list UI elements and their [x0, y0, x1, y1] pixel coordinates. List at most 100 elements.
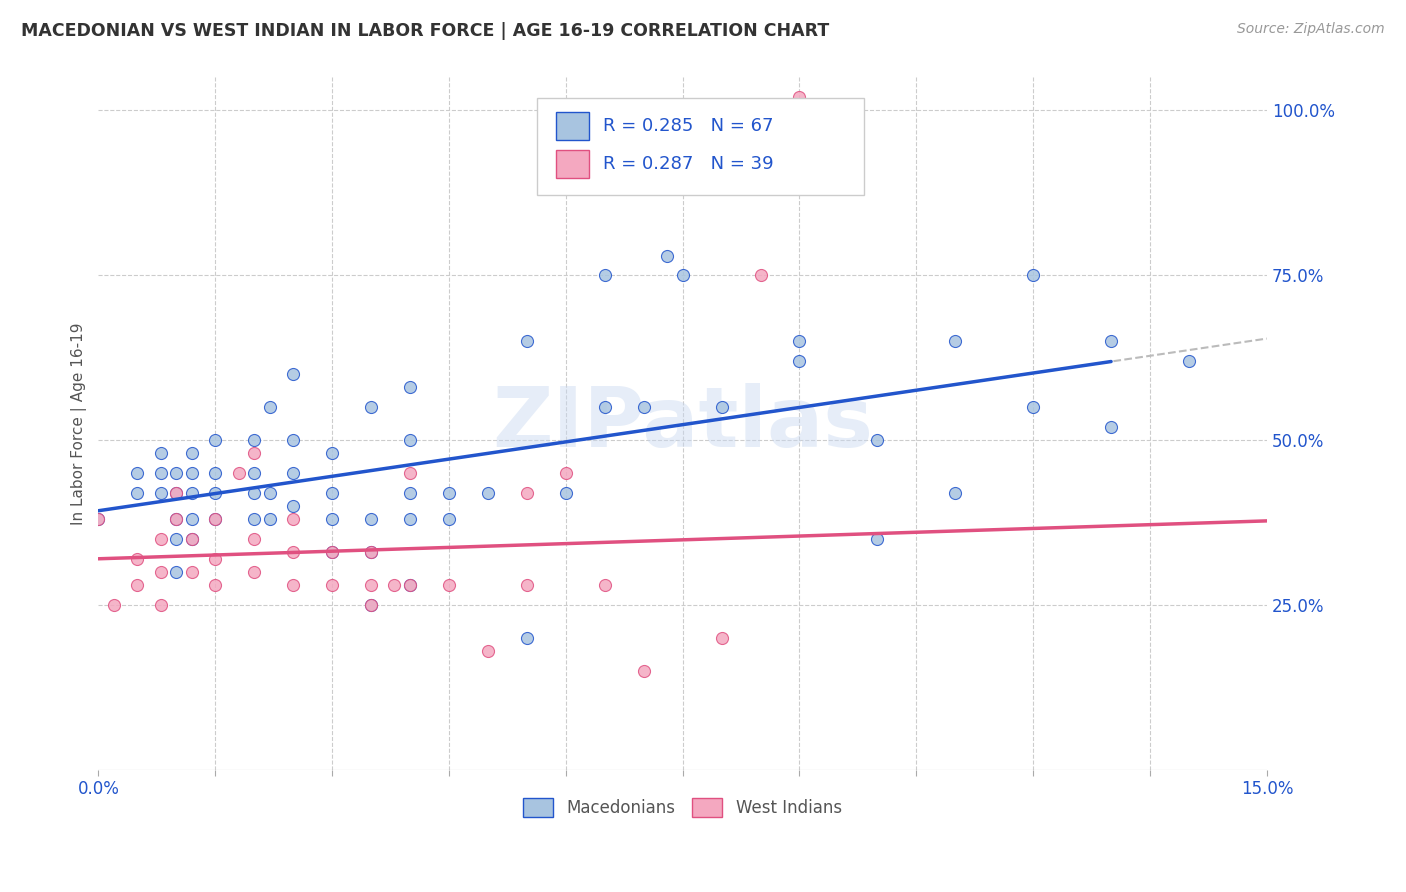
Point: [321, 486, 343, 500]
Point: [180, 532, 202, 546]
Point: [655, 248, 678, 262]
Point: [259, 401, 281, 415]
Point: [149, 598, 172, 612]
Point: [516, 578, 538, 592]
Legend: Macedonians, West Indians: Macedonians, West Indians: [517, 791, 848, 824]
Point: [204, 434, 226, 448]
Point: [204, 512, 226, 526]
Point: [360, 401, 382, 415]
Point: [228, 466, 250, 480]
Point: [180, 532, 202, 546]
Point: [103, 598, 125, 612]
Point: [789, 354, 811, 368]
Point: [360, 598, 382, 612]
Point: [943, 334, 966, 349]
Point: [281, 512, 304, 526]
Point: [149, 446, 172, 460]
Text: Source: ZipAtlas.com: Source: ZipAtlas.com: [1237, 22, 1385, 37]
Text: ZIPatlas: ZIPatlas: [492, 384, 873, 464]
Point: [180, 486, 202, 500]
Point: [1022, 268, 1045, 283]
Point: [243, 486, 266, 500]
Point: [165, 466, 187, 480]
Point: [710, 631, 733, 645]
Point: [593, 401, 616, 415]
Text: R = 0.285   N = 67: R = 0.285 N = 67: [603, 117, 773, 135]
Point: [399, 578, 422, 592]
Point: [437, 578, 460, 592]
Point: [360, 545, 382, 559]
Point: [180, 565, 202, 579]
Point: [87, 512, 110, 526]
Point: [399, 578, 422, 592]
Point: [672, 268, 695, 283]
Point: [477, 644, 499, 658]
Point: [399, 434, 422, 448]
Y-axis label: In Labor Force | Age 16-19: In Labor Force | Age 16-19: [72, 323, 87, 525]
Point: [1099, 420, 1122, 434]
Point: [477, 486, 499, 500]
Point: [281, 368, 304, 382]
Point: [281, 545, 304, 559]
Point: [165, 486, 187, 500]
Point: [321, 512, 343, 526]
Point: [243, 466, 266, 480]
Point: [149, 466, 172, 480]
Point: [180, 446, 202, 460]
Point: [360, 598, 382, 612]
Point: [593, 268, 616, 283]
Point: [516, 334, 538, 349]
Point: [1022, 401, 1045, 415]
FancyBboxPatch shape: [557, 112, 589, 140]
Point: [516, 486, 538, 500]
Point: [204, 578, 226, 592]
Point: [281, 578, 304, 592]
Point: [516, 631, 538, 645]
Point: [593, 578, 616, 592]
Point: [399, 380, 422, 394]
Point: [866, 532, 889, 546]
Point: [360, 512, 382, 526]
Point: [710, 401, 733, 415]
FancyBboxPatch shape: [557, 150, 589, 178]
Point: [866, 434, 889, 448]
Point: [437, 512, 460, 526]
Point: [399, 486, 422, 500]
Point: [281, 434, 304, 448]
Point: [259, 512, 281, 526]
Point: [399, 466, 422, 480]
Text: MACEDONIAN VS WEST INDIAN IN LABOR FORCE | AGE 16-19 CORRELATION CHART: MACEDONIAN VS WEST INDIAN IN LABOR FORCE…: [21, 22, 830, 40]
Point: [165, 532, 187, 546]
Point: [204, 466, 226, 480]
Point: [749, 268, 772, 283]
Point: [789, 90, 811, 104]
Point: [360, 578, 382, 592]
Point: [165, 486, 187, 500]
Point: [180, 466, 202, 480]
Point: [399, 512, 422, 526]
Point: [789, 334, 811, 349]
Point: [633, 664, 655, 678]
Point: [437, 486, 460, 500]
Point: [127, 552, 149, 566]
Point: [204, 552, 226, 566]
Point: [1099, 334, 1122, 349]
Point: [943, 486, 966, 500]
Point: [554, 486, 576, 500]
Point: [149, 532, 172, 546]
Point: [259, 486, 281, 500]
Point: [243, 532, 266, 546]
Point: [127, 486, 149, 500]
Point: [165, 512, 187, 526]
Text: R = 0.287   N = 39: R = 0.287 N = 39: [603, 155, 773, 173]
Point: [281, 499, 304, 513]
Point: [321, 578, 343, 592]
Point: [281, 466, 304, 480]
Point: [321, 446, 343, 460]
Point: [149, 565, 172, 579]
Point: [180, 512, 202, 526]
Point: [243, 434, 266, 448]
Point: [127, 578, 149, 592]
Point: [554, 466, 576, 480]
Point: [243, 565, 266, 579]
